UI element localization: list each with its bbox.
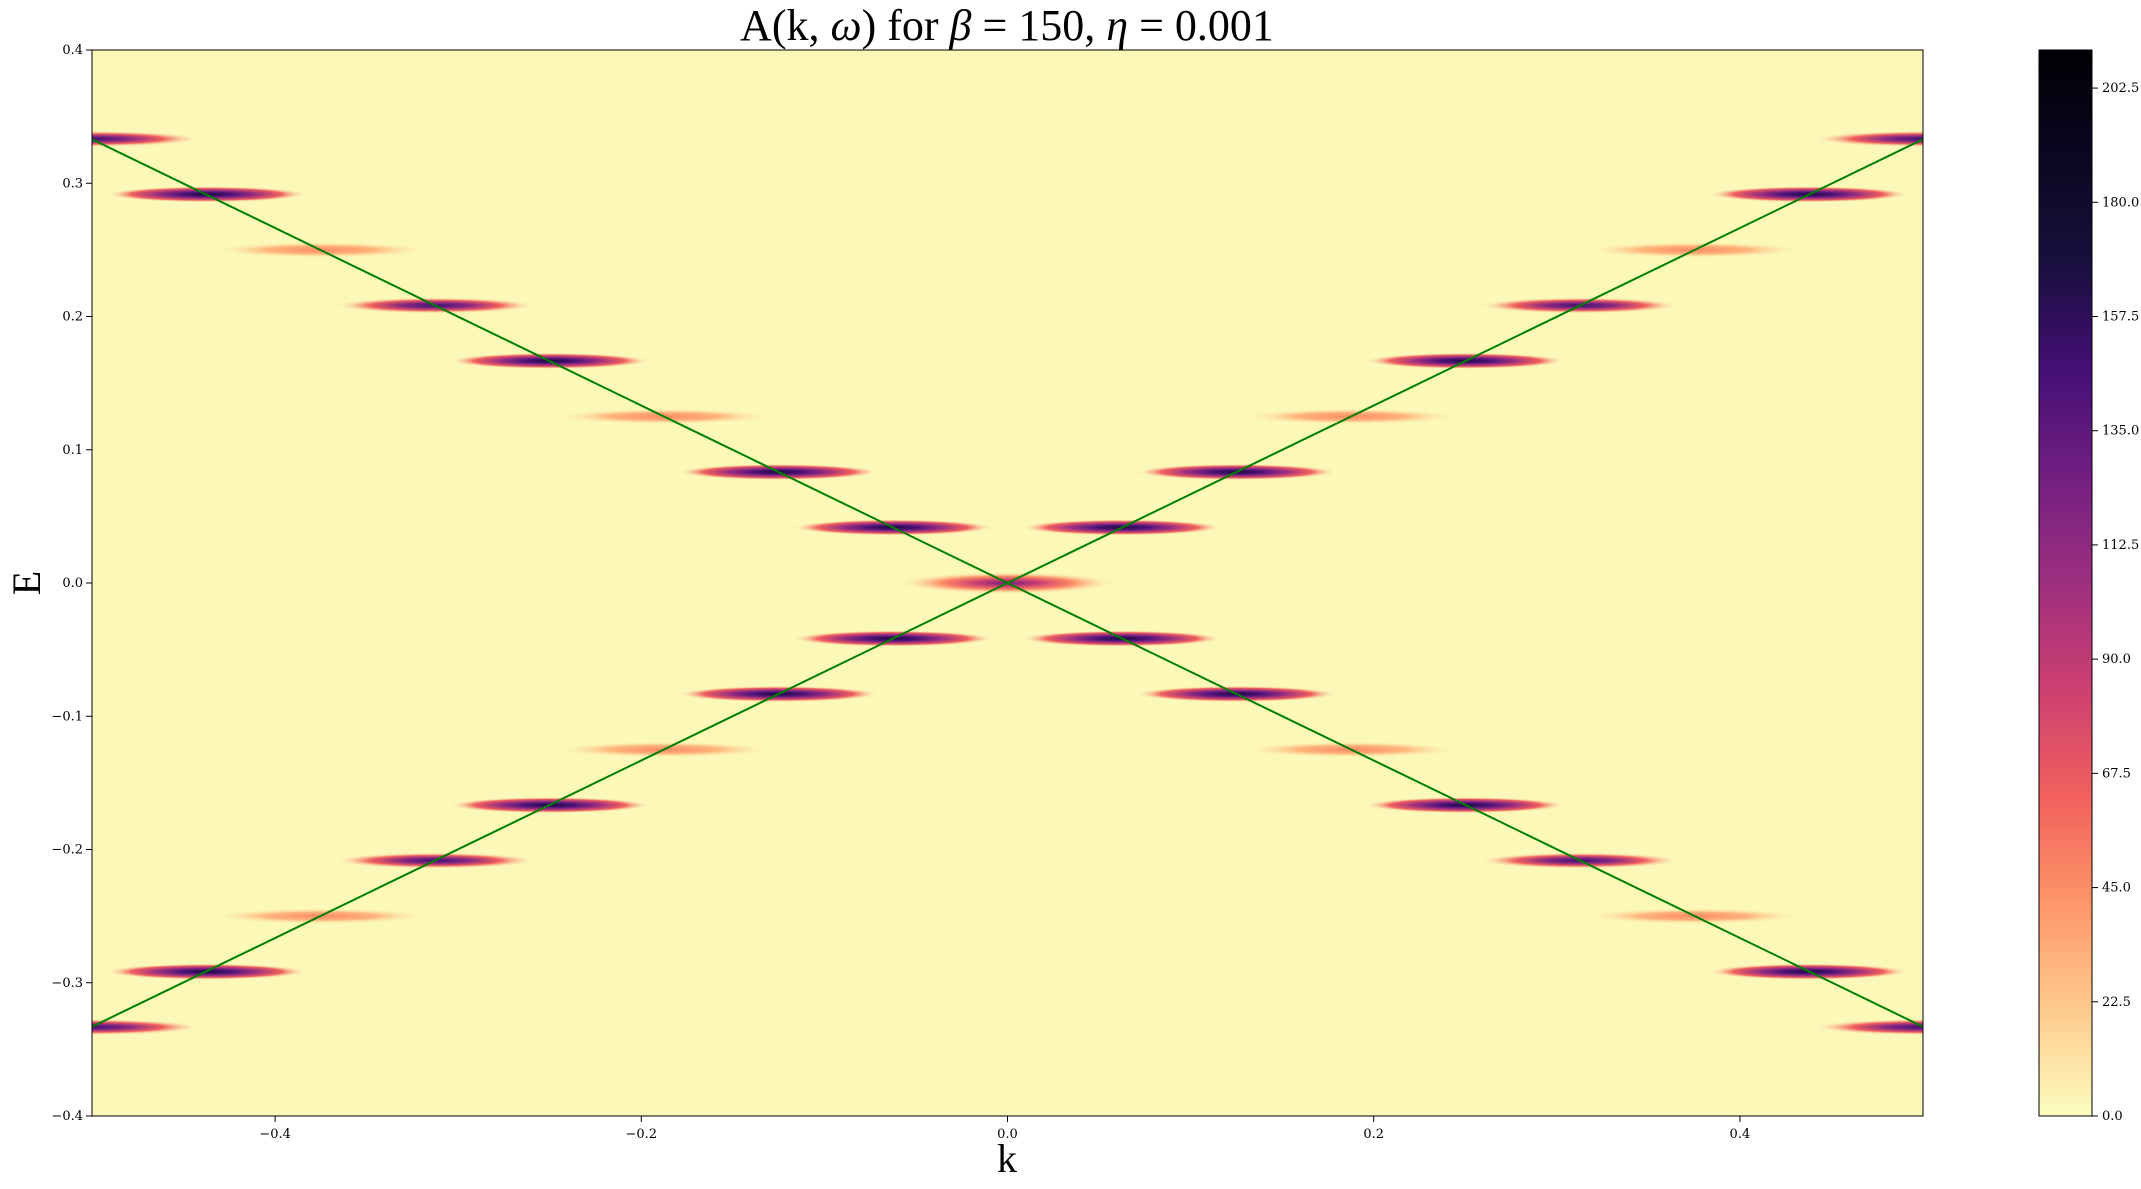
- colorbar: [2038, 49, 2093, 1117]
- colorbar-tick-label: 45.0: [2102, 881, 2131, 896]
- spectral-peak: [1813, 130, 1923, 147]
- y-tick-label: −0.4: [51, 1109, 83, 1124]
- x-axis-label: k: [997, 1136, 1017, 1181]
- x-tick-label: −0.4: [259, 1127, 291, 1142]
- y-axis-label: E: [4, 571, 49, 595]
- colorbar-tick-label: 67.5: [2102, 766, 2131, 781]
- x-tick-label: −0.2: [626, 1127, 658, 1142]
- y-tick-label: 0.1: [62, 443, 83, 458]
- y-tick-label: 0.4: [62, 43, 83, 58]
- colorbar-tick-label: 0.0: [2102, 1109, 2123, 1124]
- x-tick-label: 0.4: [1730, 1127, 1751, 1142]
- y-tick-label: −0.1: [51, 709, 83, 724]
- chart-title: A(k, ω) for β = 150, η = 0.001: [740, 1, 1274, 50]
- y-tick-label: −0.3: [51, 976, 83, 991]
- colorbar-tick-label: 157.5: [2102, 310, 2139, 325]
- y-tick-label: 0.3: [62, 176, 83, 191]
- colorbar-ticks: 0.0 22.5 45.0 67.5 90.0 112.5 135.0 157.5 180.0 2…: [2092, 81, 2139, 1124]
- colorbar-tick-label: 112.5: [2102, 538, 2139, 553]
- colorbar-tick-label: 90.0: [2102, 652, 2131, 667]
- x-tick-label: 0.2: [1363, 1127, 1384, 1142]
- x-axis-ticks: −0.4 −0.2 0.0 0.2 0.4: [259, 1116, 1750, 1142]
- y-tick-label: −0.2: [51, 843, 83, 858]
- spectral-peak: [1813, 1019, 1923, 1036]
- colorbar-tick-label: 202.5: [2102, 81, 2139, 96]
- y-tick-label: 0.2: [62, 310, 83, 325]
- spectral-peak: [92, 1019, 202, 1036]
- spectral-peak: [92, 130, 202, 147]
- y-tick-label: 0.0: [62, 576, 83, 591]
- y-axis-ticks: 0.4 0.3 0.2 0.1 0.0 −0.1 −0.2 −0.3 −0.4: [51, 43, 92, 1124]
- dispersion-line: [92, 138, 1923, 1028]
- x-tick-label: 0.0: [997, 1127, 1018, 1142]
- colorbar-tick-label: 22.5: [2102, 995, 2131, 1010]
- colorbar-tick-label: 135.0: [2102, 424, 2139, 439]
- spectral-peaks: [92, 130, 1923, 1036]
- colorbar-tick-label: 180.0: [2102, 195, 2139, 210]
- dispersion-lines: [92, 138, 1923, 1028]
